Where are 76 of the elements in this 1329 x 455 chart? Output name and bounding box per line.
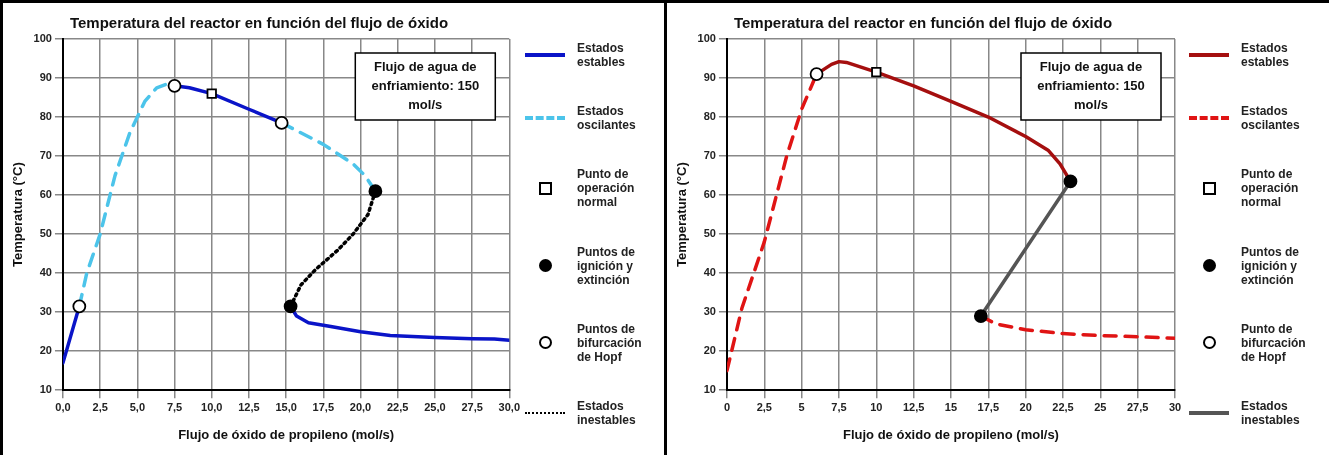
- y-tick-label: 10: [39, 383, 52, 396]
- point: [206, 88, 217, 99]
- point: [973, 309, 988, 323]
- x-axis-title: Flujo de óxido de propileno (mol/s): [178, 426, 395, 442]
- legend-label: Punto de operación normal: [577, 167, 636, 210]
- x-tick-label: 30,0: [498, 400, 521, 413]
- chart-title: Temperatura del reactor en función del flujo de óxido: [69, 14, 449, 32]
- x-tick-label: 27,5: [461, 400, 483, 413]
- y-axis-title: Temperatura (°C): [10, 162, 26, 267]
- x-tick-label: 5,0: [129, 400, 145, 413]
- point: [1063, 174, 1078, 189]
- x-tick-label: 12,5: [902, 400, 925, 413]
- annotation: Flujo de agua de enfriamiento: 150 mol/s: [1037, 59, 1145, 113]
- x-tick-label: 25,0: [424, 400, 446, 413]
- y-tick-label: 20: [703, 344, 716, 357]
- x-tick-label: 7,5: [831, 400, 847, 413]
- y-tick-label: 80: [39, 110, 52, 123]
- legend-label: Estados inestables: [1241, 399, 1301, 428]
- y-tick-label: 50: [39, 227, 52, 240]
- legend-label: Estados estables: [1241, 40, 1291, 69]
- x-tick-label: 10,0: [201, 400, 223, 413]
- x-tick-label: 25: [1094, 400, 1107, 413]
- point: [274, 116, 289, 130]
- y-axis-title: Temperatura (°C): [674, 162, 690, 267]
- legend-label: Estados oscilantes: [577, 103, 637, 132]
- y-tick-label: 60: [39, 188, 52, 201]
- y-tick-label: 90: [703, 71, 716, 84]
- point: [368, 184, 383, 199]
- y-tick-label: 100: [697, 32, 716, 45]
- x-tick-label: 5: [798, 400, 805, 413]
- y-tick-label: 20: [39, 344, 52, 357]
- point: [72, 299, 87, 314]
- x-tick-label: 20,0: [349, 400, 372, 413]
- legend-label: Punto de bifurcación de Hopf: [1241, 321, 1307, 364]
- legend-label: Puntos de bifurcación de Hopf: [577, 321, 643, 364]
- x-tick-label: 15,0: [275, 400, 297, 413]
- x-tick-label: 27,5: [1126, 400, 1149, 413]
- legend-label: Punto de operación normal: [1241, 167, 1300, 210]
- y-tick-label: 40: [703, 266, 716, 279]
- point: [167, 78, 182, 93]
- chart-title: Temperatura del reactor en función del flujo de óxido: [733, 14, 1113, 32]
- x-axis-title: Flujo de óxido de propileno (mol/s): [843, 426, 1059, 442]
- x-tick-label: 0,0: [55, 400, 71, 413]
- x-tick-label: 22,5: [387, 400, 409, 413]
- y-tick-label: 70: [703, 149, 716, 162]
- annotation: Flujo de agua de enfriamiento: 150 mol/s: [371, 59, 480, 113]
- legend-label: Estados inestables: [577, 399, 637, 428]
- x-tick-label: 2,5: [756, 400, 772, 413]
- x-tick-label: 12,5: [238, 400, 260, 413]
- x-tick-label: 7,5: [166, 400, 183, 413]
- y-tick-label: 40: [39, 266, 52, 279]
- x-tick-label: 15: [944, 400, 958, 413]
- y-tick-label: 90: [39, 71, 52, 84]
- x-tick-label: 2,5: [92, 400, 108, 413]
- y-tick-label: 30: [703, 305, 716, 318]
- y-tick-label: 80: [703, 110, 716, 123]
- y-tick-label: 10: [703, 383, 716, 396]
- legend-label: Estados estables: [577, 40, 627, 69]
- x-tick-label: 10: [870, 400, 883, 413]
- legend-label: Puntos de ignición y extinción: [1241, 244, 1300, 287]
- x-tick-label: 17,5: [977, 400, 1000, 413]
- legend-label: Estados oscilantes: [1241, 103, 1301, 132]
- x-tick-label: 20: [1019, 400, 1032, 413]
- y-tick-label: 70: [39, 149, 52, 162]
- x-tick-label: 0: [723, 400, 731, 413]
- y-tick-label: 100: [33, 32, 52, 45]
- legend-label: Puntos de ignición y extinción: [577, 244, 636, 287]
- point: [809, 67, 824, 82]
- point: [283, 299, 298, 314]
- x-tick-label: 17,5: [312, 400, 335, 413]
- y-tick-label: 30: [39, 305, 52, 318]
- x-tick-label: 30: [1168, 400, 1182, 413]
- y-tick-label: 50: [703, 227, 716, 240]
- y-tick-label: 60: [703, 188, 716, 201]
- point: [871, 67, 882, 78]
- x-tick-label: 22,5: [1052, 400, 1074, 413]
